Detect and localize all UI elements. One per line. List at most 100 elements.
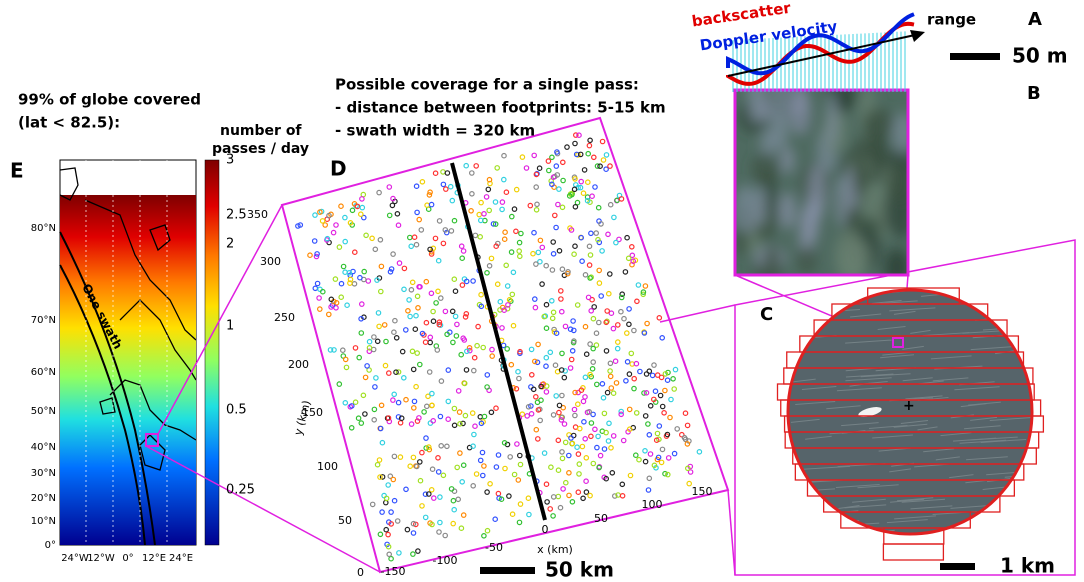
footprint — [493, 464, 500, 470]
footprint — [614, 345, 621, 352]
footprint — [430, 308, 436, 315]
footprint — [646, 475, 653, 482]
footprint — [576, 471, 582, 477]
footprint — [322, 222, 329, 228]
footprint — [532, 304, 539, 311]
footprint — [516, 519, 523, 526]
wave-streak — [968, 436, 1018, 441]
footprint — [457, 450, 463, 456]
footprint — [429, 402, 435, 409]
footprint — [509, 291, 516, 298]
footprint — [405, 307, 411, 314]
footprint — [560, 177, 566, 184]
footprint — [606, 420, 612, 427]
lat-label: 50°N — [31, 406, 56, 417]
axis-label: x (km) — [537, 543, 573, 556]
footprint — [416, 415, 422, 421]
footprint — [489, 353, 496, 359]
footprint — [651, 462, 658, 469]
footprint — [585, 150, 592, 157]
footprint — [642, 458, 649, 465]
heading: 99% of globe covered — [18, 91, 201, 109]
footprint — [577, 184, 584, 191]
wave-streak — [970, 416, 998, 421]
footprint — [543, 481, 550, 488]
footprint — [504, 283, 511, 289]
footprint — [658, 374, 665, 381]
footprint — [658, 459, 665, 466]
wave-streak — [805, 435, 832, 440]
panel-label: C — [760, 304, 773, 325]
footprint — [586, 262, 593, 268]
footprint — [583, 454, 590, 461]
footprint — [373, 375, 379, 381]
footprint — [599, 380, 606, 387]
footprint — [597, 163, 603, 170]
wave-streak — [805, 296, 836, 301]
footprint — [497, 298, 504, 305]
footprint — [619, 481, 626, 488]
footprint — [435, 288, 441, 295]
footprint — [326, 212, 332, 219]
footprint — [406, 297, 412, 303]
footprint — [344, 302, 350, 309]
footprint — [449, 197, 456, 204]
wave-streak — [801, 386, 837, 391]
image-b — [735, 90, 908, 275]
footprint — [374, 461, 381, 468]
footprint — [543, 325, 550, 332]
texture — [746, 90, 767, 124]
footprint — [530, 250, 536, 257]
footprint — [541, 313, 548, 320]
footprint — [537, 237, 544, 244]
wave-streak — [876, 300, 918, 305]
footprint — [631, 327, 637, 334]
wave-streak — [905, 395, 943, 400]
footprint — [624, 234, 630, 241]
footprint — [541, 450, 548, 456]
footprint — [613, 239, 619, 246]
footprint — [374, 338, 381, 345]
wave-streak — [902, 345, 924, 350]
footprint — [317, 209, 323, 215]
footprint — [603, 166, 609, 173]
footprint — [562, 439, 569, 446]
footprint — [408, 243, 415, 250]
footprint — [407, 313, 413, 320]
footprint — [437, 494, 443, 500]
footprint — [656, 423, 663, 429]
footprint — [390, 476, 397, 483]
scale-bar-d — [480, 567, 535, 574]
texture — [770, 113, 789, 149]
footprint — [440, 181, 447, 188]
footprint — [562, 368, 569, 374]
footprint — [503, 262, 510, 269]
wave-streak — [970, 346, 1013, 351]
footprint — [408, 286, 415, 293]
footprint — [332, 276, 339, 282]
wave-streak — [862, 532, 883, 534]
footprint — [590, 411, 596, 418]
footprint — [551, 326, 557, 333]
footprint — [443, 229, 450, 236]
texture — [805, 193, 820, 243]
footprint — [558, 296, 564, 302]
y-tick-label: 50 — [338, 514, 352, 527]
footprint — [354, 203, 361, 210]
footprint — [591, 304, 598, 310]
footprint — [509, 511, 516, 518]
wave-streak — [838, 505, 860, 510]
footprint — [582, 374, 589, 381]
footprint — [534, 359, 541, 366]
footprint — [338, 280, 345, 287]
wave-streak — [880, 354, 915, 359]
footprint — [374, 277, 380, 283]
footprint — [572, 140, 578, 147]
footprint — [355, 415, 362, 422]
footprint — [662, 387, 668, 394]
footprint — [358, 315, 364, 322]
footprint — [533, 207, 540, 213]
footprint — [386, 551, 393, 558]
footprint — [662, 371, 669, 377]
